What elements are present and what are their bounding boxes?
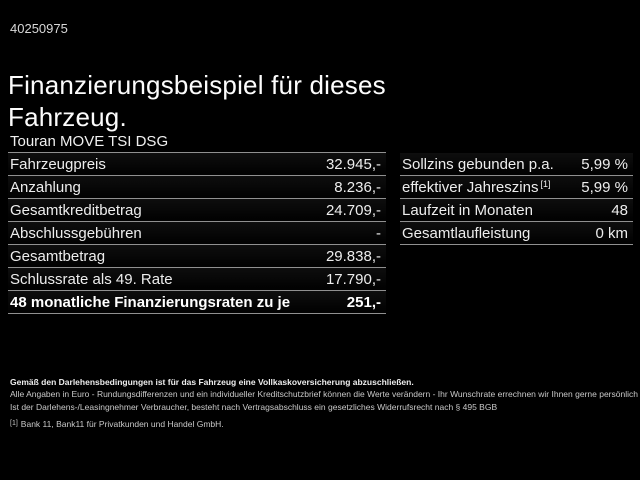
footer-note-line: Ist der Darlehens-/Leasingnehmer Verbrau… (10, 401, 498, 412)
condition-row: Laufzeit in Monaten 48 (400, 199, 633, 222)
footnote-text: Bank 11, Bank11 für Privatkunden und Han… (20, 419, 224, 430)
row-value: 48 (611, 201, 628, 219)
page-title: Finanzierungsbeispiel für dieses Fahrzeu… (8, 70, 386, 133)
conditions-table-rows: Sollzins gebunden p.a. 5,99 % effektiver J… (400, 153, 633, 245)
row-label: Gesamtkreditbetrag (10, 201, 142, 219)
footnote-ref-icon: [1] (540, 178, 551, 189)
condition-row: Gesamtlaufleistung 0 km (400, 222, 633, 245)
row-value: 29.838,- (325, 247, 381, 265)
row-label: Sollzins gebunden p.a. (402, 155, 554, 173)
row-label: Gesamtbetrag (10, 247, 106, 265)
row-label: effektiver Jahreszins [1] (402, 178, 551, 196)
row-value: - (376, 224, 381, 242)
insurance-note: Gemäß den Darlehensbedingungen ist für d… (10, 377, 414, 387)
footer-disclaimer: Gemäß den Darlehensbedingungen ist für d… (10, 376, 638, 433)
finance-row: Schlussrate als 49. Rate 17.790,- (8, 268, 386, 291)
condition-row: effektiver Jahreszins [1] 5,99 % (400, 176, 633, 199)
row-label: Fahrzeugpreis (10, 155, 106, 173)
row-label: Schlussrate als 49. Rate (10, 270, 173, 288)
vehicle-model: Touran MOVE TSI DSG (10, 133, 169, 150)
row-value: 8.236,- (334, 178, 381, 196)
row-label: Abschlussgebühren (10, 224, 142, 242)
finance-table-rows: Fahrzeugpreis 32.945,- Anzahlung 8.236,- Ges… (8, 153, 386, 314)
finance-row: Abschlussgebühren - (8, 222, 386, 245)
footer-note-line: Alle Angaben in Euro - Rundungsdifferenz… (10, 389, 638, 400)
condition-row: Sollzins gebunden p.a. 5,99 % (400, 153, 633, 176)
footer-note-lines: Alle Angaben in Euro - Rundungsdifferenz… (10, 388, 638, 413)
finance-row: Fahrzeugpreis 32.945,- (8, 153, 386, 176)
finance-row: 48 monatliche Finanzierungsraten zu je 25… (8, 291, 386, 314)
row-label: Gesamtlaufleistung (402, 224, 531, 242)
conditions-table: Sollzins gebunden p.a. 5,99 % effektiver J… (400, 153, 633, 245)
row-label: 48 monatliche Finanzierungsraten zu je (10, 293, 291, 311)
vehicle-model-row: Touran MOVE TSI DSG (8, 131, 386, 153)
offer-id: 40250975 (10, 21, 68, 36)
row-label: Anzahlung (10, 178, 81, 196)
finance-table: Touran MOVE TSI DSG Fahrzeugpreis 32.945,… (8, 131, 386, 314)
row-value: 24.709,- (325, 201, 381, 219)
footnote-marker: [1] (10, 420, 18, 428)
row-value: 32.945,- (325, 155, 381, 173)
finance-row: Gesamtbetrag 29.838,- (8, 245, 386, 268)
row-value: 5,99 % (581, 155, 628, 173)
finance-row: Gesamtkreditbetrag 24.709,- (8, 199, 386, 222)
row-value: 0 km (595, 224, 628, 242)
finance-row: Anzahlung 8.236,- (8, 176, 386, 199)
row-value: 17.790,- (325, 270, 381, 288)
bank-footnote: [1] Bank 11, Bank11 für Privatkunden und … (10, 418, 634, 432)
row-label: Laufzeit in Monaten (402, 201, 533, 219)
row-value: 5,99 % (581, 178, 628, 196)
row-value: 251,- (346, 293, 381, 311)
